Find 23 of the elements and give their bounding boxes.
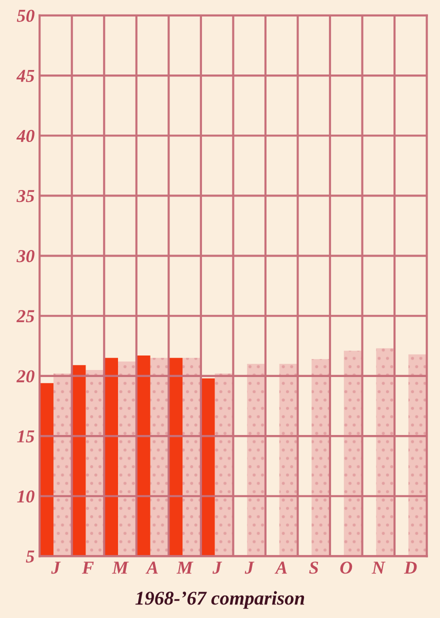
x-tick-label: S [309, 562, 318, 574]
y-tick-label: 20 [16, 370, 34, 382]
x-tick-label: M [112, 562, 129, 574]
x-tick-label: A [274, 562, 287, 574]
x-tick-label: N [372, 562, 386, 574]
text: 1968-’67 comparison [135, 591, 304, 609]
y-tick-label: 15 [17, 430, 34, 442]
y-tick-label: 25 [16, 310, 34, 322]
x-tick-label: D [404, 562, 417, 574]
y-tick-label: 50 [16, 10, 34, 22]
x-tick-label: O [340, 562, 352, 574]
x-tick-label: F [82, 562, 94, 574]
x-tick-label: M [176, 562, 194, 574]
x-tick-label: A [146, 562, 158, 574]
x-tick-label: J [212, 562, 222, 574]
y-tick-label: 45 [16, 70, 34, 82]
x-tick-label: J [51, 562, 61, 574]
y-tick-label: 5 [26, 550, 34, 563]
y-tick-label: 30 [16, 250, 34, 262]
y-tick-label: 10 [17, 490, 34, 503]
x-tick-label: J [244, 562, 254, 574]
y-tick-label: 40 [16, 130, 34, 142]
y-tick-label: 35 [16, 190, 34, 202]
